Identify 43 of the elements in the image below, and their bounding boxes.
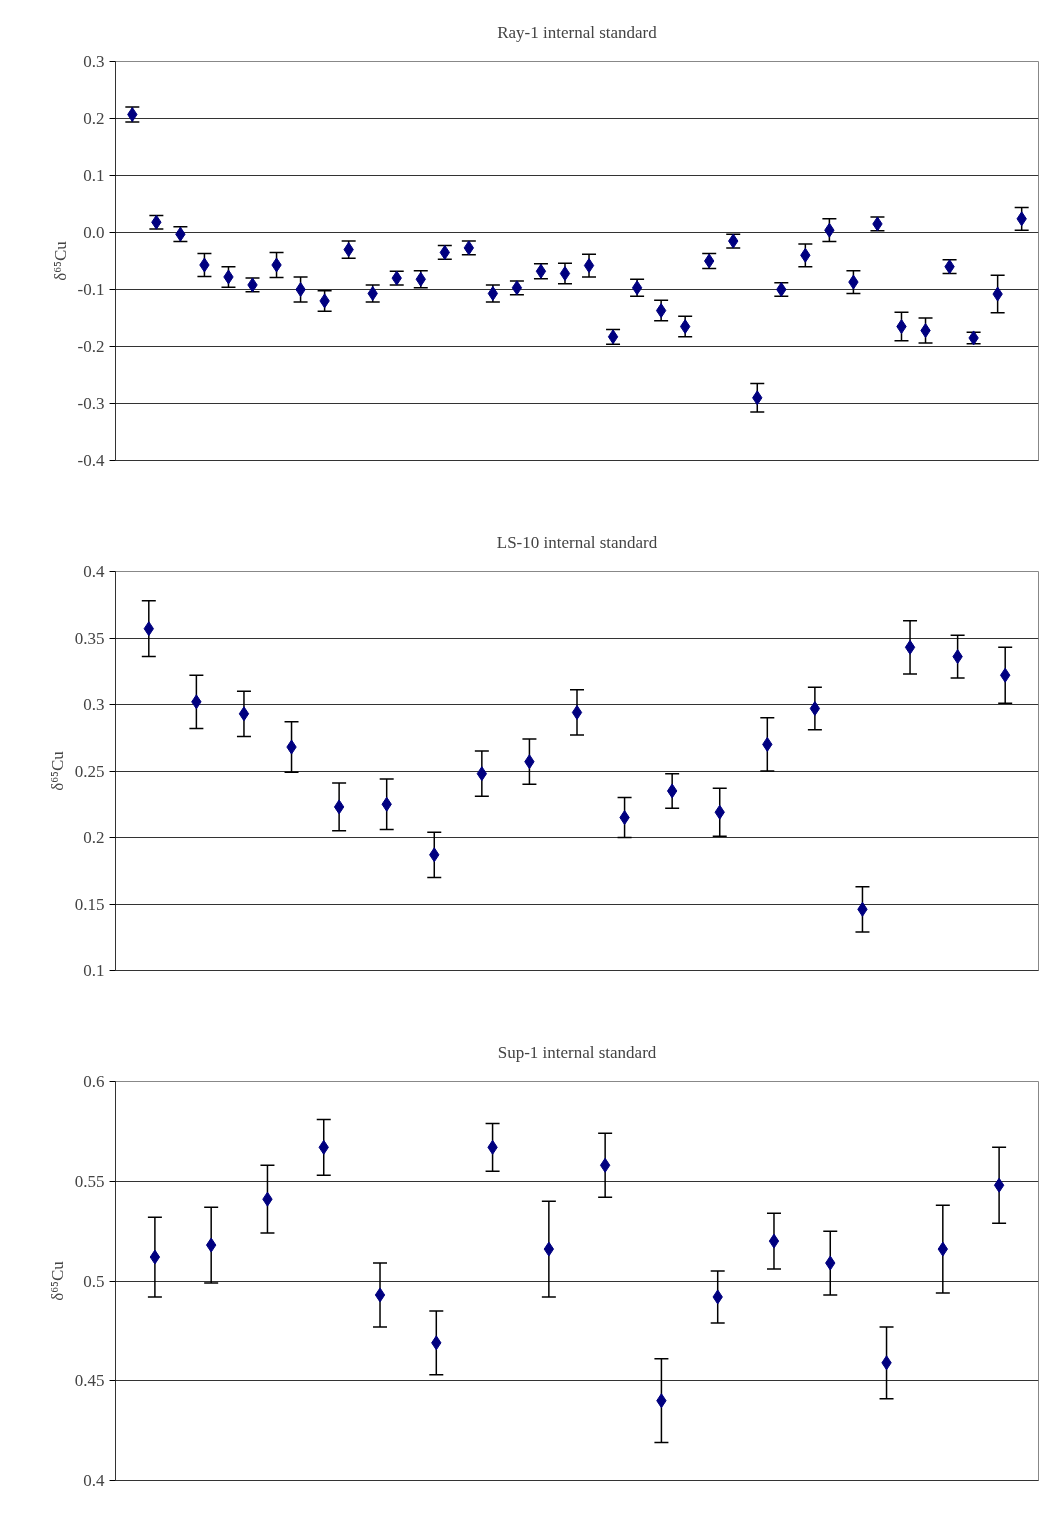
y-axis-title: δ⁶⁵Cu [47, 750, 67, 791]
point [295, 282, 306, 297]
y-tick-label: -0.3 [77, 394, 105, 413]
point [238, 706, 250, 722]
point [666, 783, 678, 799]
y-tick-label: 0.2 [83, 109, 105, 128]
y-axis-title: δ⁶⁵Cu [47, 1260, 67, 1301]
y-tick-label: 0.5 [83, 1271, 105, 1291]
point [768, 1233, 780, 1249]
y-tick-label: 0.4 [83, 1471, 105, 1490]
y-tick-label: 0.3 [83, 695, 105, 714]
point [571, 704, 583, 720]
y-tick-label: 0.45 [74, 1371, 105, 1391]
y-tick-label: 0.15 [74, 894, 105, 914]
point [149, 1249, 161, 1265]
y-tick-label: -0.2 [77, 337, 105, 356]
chart-title: Ray-1 internal standard [497, 22, 658, 42]
point [809, 700, 821, 716]
y-tick-label: -0.4 [77, 451, 105, 470]
y-tick-label: 0.55 [74, 1171, 105, 1191]
point [655, 303, 667, 319]
point [476, 766, 488, 782]
y-tick-label: 0.3 [83, 52, 105, 71]
point [374, 1287, 386, 1303]
y-tick-label: 0.35 [74, 628, 105, 648]
point [543, 1241, 555, 1257]
y-tick-label: 0.1 [83, 961, 105, 980]
y-tick-label: 0.0 [83, 223, 105, 242]
point [904, 639, 916, 655]
y-tick-label: 0.25 [74, 761, 105, 781]
point [993, 1177, 1005, 1193]
y-tick-label: 0.6 [83, 1072, 105, 1091]
y-axis-title: δ⁶⁵Cu [50, 240, 70, 281]
chart-title: Sup-1 internal standard [497, 1042, 657, 1062]
point [559, 266, 571, 282]
chart-title: LS-10 internal standard [496, 532, 658, 552]
point [599, 1157, 611, 1173]
y-tick-label: 0.4 [83, 562, 105, 581]
point [583, 258, 595, 274]
y-tick-label: 0.2 [83, 828, 105, 847]
y-tick-label: -0.1 [77, 280, 105, 299]
y-tick-label: 0.1 [83, 166, 105, 185]
point [333, 799, 345, 815]
